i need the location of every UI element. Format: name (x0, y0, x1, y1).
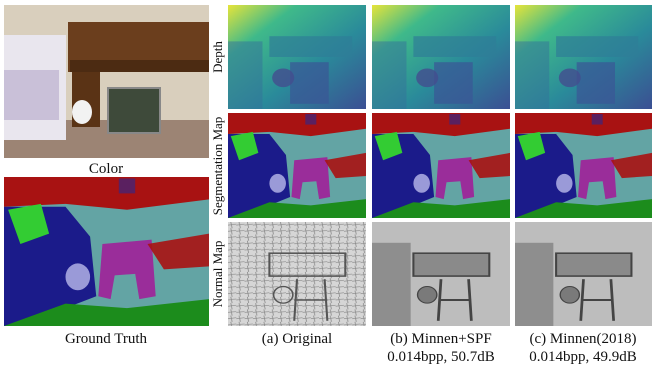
column-stats: 0.014bpp, 49.9dB (529, 349, 637, 365)
segmentation-image (372, 113, 510, 218)
segmentation-image (515, 113, 652, 218)
depth-image (372, 5, 510, 109)
segmentation-image (228, 113, 366, 218)
color-image (4, 5, 209, 158)
column-label: (a) Original (262, 331, 332, 347)
ground-truth-image (4, 177, 209, 326)
normal-image (515, 222, 652, 326)
image-grid (228, 5, 652, 326)
row-label: Normal Map (210, 241, 225, 308)
column-stats: 0.014bpp, 50.7dB (387, 349, 495, 365)
column-label: (c) Minnen(2018) (529, 331, 636, 347)
row-label: Depth (210, 41, 225, 73)
normal-image (228, 222, 366, 326)
normal-image (372, 222, 510, 326)
color-label: Color (89, 161, 123, 177)
ground-truth-label: Ground Truth (65, 331, 148, 347)
column-label: (b) Minnen+SPF (390, 331, 491, 347)
depth-image (228, 5, 366, 109)
depth-image (515, 5, 652, 109)
row-label: Segmentation Map (210, 117, 225, 216)
figure: Color Ground Truth Depth Segmentation Ma… (0, 0, 652, 366)
